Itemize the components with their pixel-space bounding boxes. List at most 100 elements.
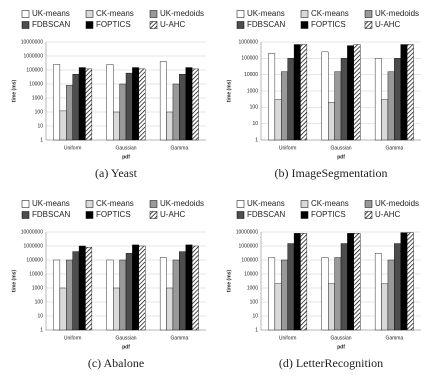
bar xyxy=(334,257,342,331)
y-tick-label: 10 xyxy=(37,313,43,319)
y-tick-label: 100 xyxy=(35,299,44,305)
legend-swatch xyxy=(364,200,373,208)
legend-label: U-AHC xyxy=(375,210,401,219)
y-tick-label: 10 xyxy=(37,123,43,129)
chart-panel: UK-means CK-means UK-medoids FDBSCAN FOPTICS… xyxy=(11,9,206,180)
bar xyxy=(381,283,389,331)
y-tick-label: 10000 xyxy=(29,271,43,277)
x-tick-label: Gaussian xyxy=(330,335,351,341)
bar xyxy=(112,111,120,141)
y-tick-label: 1 xyxy=(255,137,258,143)
y-tick-label: 10000 xyxy=(29,81,43,87)
legend-label: FOPTICS xyxy=(311,20,346,29)
legend-swatch xyxy=(149,10,158,18)
y-tick-label: 10000 xyxy=(244,72,258,78)
y-tick-label: 1 xyxy=(255,327,258,333)
y-tick-label: 1000 xyxy=(32,95,43,101)
legend-swatch xyxy=(300,200,309,208)
chart-title: (b) ImageSegmentation xyxy=(275,166,388,180)
bar xyxy=(281,71,288,141)
bar xyxy=(125,72,133,141)
legend-label: UK-medoids xyxy=(375,199,419,208)
legend-swatch xyxy=(149,211,158,219)
legend-swatch xyxy=(85,211,94,219)
bar xyxy=(159,61,167,141)
legend-swatch xyxy=(300,21,309,29)
legend-swatch xyxy=(21,10,30,18)
bar xyxy=(179,251,186,331)
bar xyxy=(185,244,193,331)
bar xyxy=(347,45,354,141)
bar xyxy=(132,244,139,331)
bar xyxy=(53,259,61,331)
x-tick-label: Gaussian xyxy=(115,335,136,341)
legend-label: UK-means xyxy=(32,199,70,208)
chart-panel: UK-means CK-means UK-medoids FDBSCAN FOPTICS… xyxy=(11,199,206,370)
bar xyxy=(381,99,389,141)
bar xyxy=(293,44,301,141)
bar xyxy=(353,44,361,141)
bar xyxy=(119,83,127,141)
bar xyxy=(387,71,395,141)
x-tick-label: Uniform xyxy=(279,145,297,151)
x-axis-label: pdf xyxy=(337,154,345,160)
bar xyxy=(287,58,295,141)
legend-label: UK-medoids xyxy=(160,199,204,208)
bar xyxy=(300,233,308,331)
legend-swatch xyxy=(21,211,30,219)
bar xyxy=(274,99,282,141)
y-tick-label: 1000000 xyxy=(24,53,44,59)
bar xyxy=(72,74,80,141)
bar xyxy=(268,53,276,141)
legend-label: FDBSCAN xyxy=(247,210,285,219)
y-axis-label: time (ms) xyxy=(11,80,17,103)
bar xyxy=(78,67,86,141)
y-tick-label: 10000000 xyxy=(21,39,43,45)
legend-swatch xyxy=(364,10,373,18)
bar xyxy=(112,287,120,331)
legend-label: FOPTICS xyxy=(96,20,131,29)
legend-swatch xyxy=(149,200,158,208)
legend-label: U-AHC xyxy=(160,210,186,219)
legend-swatch xyxy=(85,200,94,208)
x-tick-label: Uniform xyxy=(64,145,82,151)
y-tick-label: 10 xyxy=(252,313,258,319)
y-tick-label: 100000 xyxy=(241,257,258,263)
y-tick-label: 10000 xyxy=(244,271,258,277)
y-tick-label: 1 xyxy=(40,137,43,143)
legend-label: CK-means xyxy=(311,9,349,18)
y-tick-label: 1 xyxy=(40,327,43,333)
y-tick-label: 10000000 xyxy=(236,229,258,235)
y-tick-label: 1000 xyxy=(247,285,258,291)
bar xyxy=(106,259,114,331)
bar xyxy=(59,110,67,141)
x-axis-label: pdf xyxy=(122,154,130,160)
y-tick-label: 1000000 xyxy=(239,243,259,249)
x-tick-label: Gamma xyxy=(385,335,403,341)
legend-swatch xyxy=(85,10,94,18)
bar xyxy=(293,233,301,331)
legend-label: UK-medoids xyxy=(375,9,419,18)
bar xyxy=(406,232,414,331)
y-tick-label: 1000000 xyxy=(239,39,259,45)
legend-swatch xyxy=(85,21,94,29)
x-tick-label: Gamma xyxy=(385,145,403,151)
y-tick-label: 100 xyxy=(250,105,259,111)
y-tick-label: 100 xyxy=(35,109,44,115)
bar xyxy=(287,243,295,331)
bar xyxy=(59,287,67,331)
legend-swatch xyxy=(21,200,30,208)
legend-label: FDBSCAN xyxy=(32,20,70,29)
y-tick-label: 1000 xyxy=(32,285,43,291)
chart-title: (d) LetterRecognition xyxy=(279,356,383,370)
y-tick-label: 1000 xyxy=(247,88,258,94)
x-tick-label: Uniform xyxy=(64,335,82,341)
legend-swatch xyxy=(300,211,309,219)
bar xyxy=(159,257,167,331)
bar xyxy=(400,44,408,141)
bar xyxy=(387,259,395,331)
bar xyxy=(166,111,174,141)
legend-label: FDBSCAN xyxy=(247,20,285,29)
bar xyxy=(334,71,342,141)
